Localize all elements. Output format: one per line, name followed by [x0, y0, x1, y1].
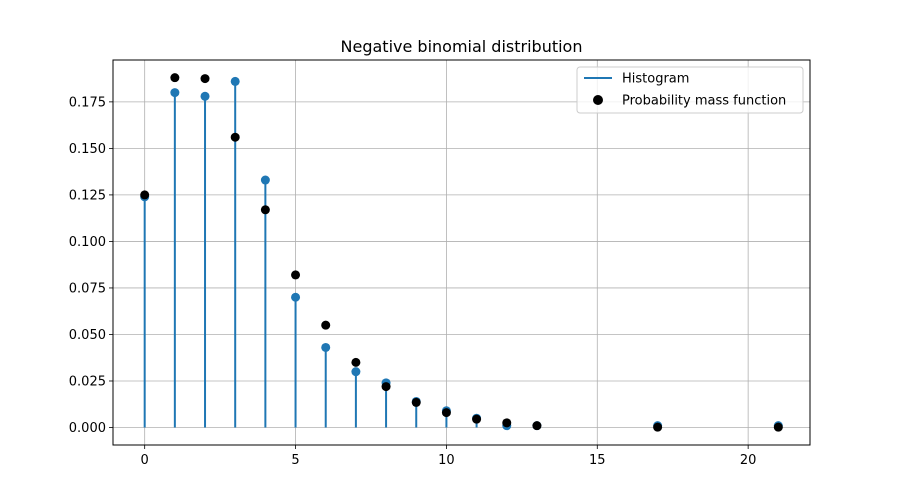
pmf-point: [230, 132, 240, 142]
pmf-point: [140, 190, 150, 200]
legend-label-histogram: Histogram: [622, 72, 689, 87]
plot-frame: [112, 59, 811, 446]
histogram-marker: [260, 175, 270, 185]
x-tick-label: 10: [438, 453, 455, 468]
points: [140, 73, 783, 432]
x-tick-label: 5: [291, 453, 299, 468]
y-tick-label: 0.000: [69, 421, 106, 436]
pmf-point: [170, 73, 180, 83]
y-tick-label: 0.075: [69, 281, 106, 296]
x-tick-label: 15: [589, 453, 606, 468]
legend-box: [576, 66, 804, 114]
legend: Histogram Probability mass function: [576, 66, 804, 114]
histogram-marker: [230, 76, 240, 86]
pmf-point: [532, 421, 542, 431]
legend-pmf-marker: [593, 95, 603, 105]
y-tick-label: 0.025: [69, 374, 106, 389]
pmf-point: [411, 397, 421, 407]
histogram-marker: [321, 342, 331, 352]
pmf-point: [351, 357, 361, 367]
pmf-point: [773, 422, 783, 432]
grid: [113, 60, 810, 445]
histogram-marker: [200, 91, 210, 101]
y-tick-label: 0.050: [69, 328, 106, 343]
x-tick-label: 20: [740, 453, 757, 468]
pmf-point: [472, 414, 482, 424]
pmf-point: [260, 205, 270, 215]
pmf-point: [653, 422, 663, 432]
y-axis: 0.000 0.025 0.050 0.075 0.100 0.125 0.150 0.175: [69, 95, 113, 436]
histogram-marker: [291, 292, 301, 302]
y-tick-label: 0.150: [69, 142, 106, 157]
pmf-point: [381, 382, 391, 392]
pmf-point: [502, 418, 512, 428]
legend-label-pmf: Probability mass function: [622, 94, 786, 109]
x-tick-label: 0: [141, 453, 149, 468]
histogram-marker: [351, 367, 361, 377]
pmf-point: [291, 270, 301, 280]
stems: [143, 81, 780, 428]
y-tick-label: 0.175: [69, 95, 106, 110]
chart-title: Negative binomial distribution: [341, 37, 583, 56]
pmf-point: [200, 74, 210, 84]
pmf-point: [441, 408, 451, 418]
y-tick-label: 0.125: [69, 188, 106, 203]
x-axis: 0 5 10 15 20: [141, 445, 757, 468]
histogram-marker: [170, 88, 180, 98]
y-tick-label: 0.100: [69, 235, 106, 250]
pmf-point: [321, 320, 331, 330]
